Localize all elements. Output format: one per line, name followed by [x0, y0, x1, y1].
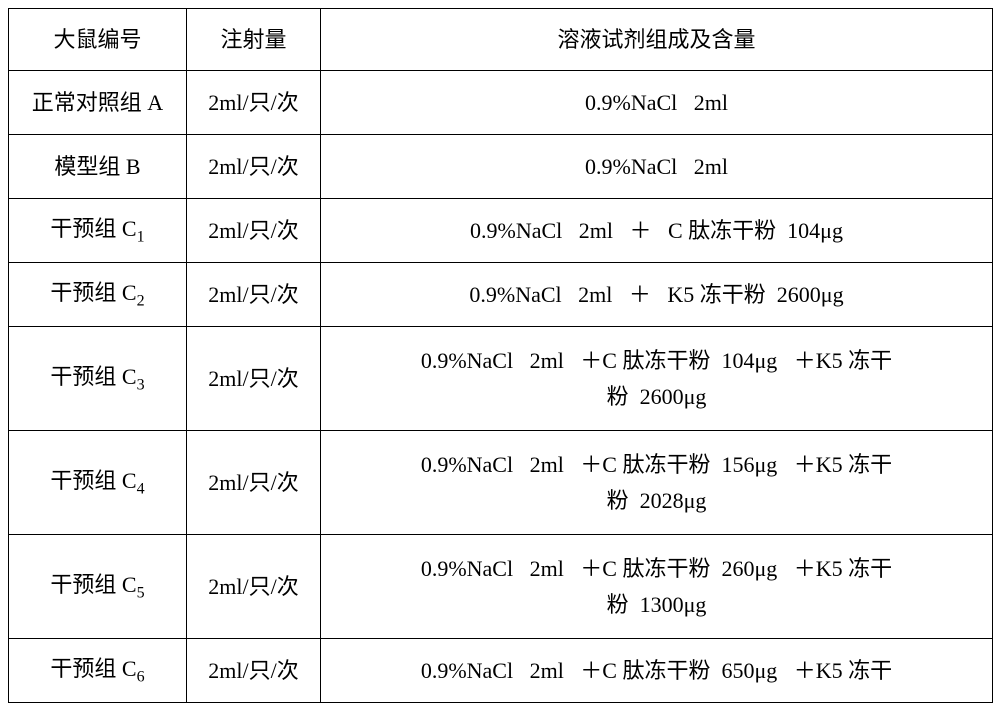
header-composition: 溶液试剂组成及含量 [321, 9, 993, 71]
table-row: 干预组 C1 2ml/只/次 0.9%NaCl 2ml ＋ C 肽冻干粉 104… [9, 199, 993, 263]
cell-rat-id: 模型组 B [9, 135, 187, 199]
cell-dose: 2ml/只/次 [187, 327, 321, 431]
table-row: 干预组 C6 2ml/只/次 0.9%NaCl 2ml ＋C 肽冻干粉 650μ… [9, 639, 993, 703]
cell-composition: 0.9%NaCl 2ml ＋ K5 冻干粉 2600μg [321, 263, 993, 327]
header-rat-id: 大鼠编号 [9, 9, 187, 71]
table-row: 模型组 B 2ml/只/次 0.9%NaCl 2ml [9, 135, 993, 199]
table-row: 干预组 C2 2ml/只/次 0.9%NaCl 2ml ＋ K5 冻干粉 260… [9, 263, 993, 327]
cell-dose: 2ml/只/次 [187, 71, 321, 135]
cell-dose: 2ml/只/次 [187, 199, 321, 263]
cell-composition: 0.9%NaCl 2ml ＋C 肽冻干粉 156μg ＋K5 冻干 粉 2028… [321, 431, 993, 535]
cell-composition: 0.9%NaCl 2ml ＋C 肽冻干粉 260μg ＋K5 冻干 粉 1300… [321, 535, 993, 639]
cell-rat-id: 干预组 C2 [9, 263, 187, 327]
cell-dose: 2ml/只/次 [187, 431, 321, 535]
cell-rat-id: 干预组 C1 [9, 199, 187, 263]
cell-rat-id: 干预组 C5 [9, 535, 187, 639]
cell-composition: 0.9%NaCl 2ml [321, 135, 993, 199]
cell-dose: 2ml/只/次 [187, 535, 321, 639]
table-row: 干预组 C3 2ml/只/次 0.9%NaCl 2ml ＋C 肽冻干粉 104μ… [9, 327, 993, 431]
cell-rat-id: 干预组 C3 [9, 327, 187, 431]
cell-dose: 2ml/只/次 [187, 263, 321, 327]
cell-rat-id: 干预组 C6 [9, 639, 187, 703]
table-header-row: 大鼠编号 注射量 溶液试剂组成及含量 [9, 9, 993, 71]
table-row: 干预组 C5 2ml/只/次 0.9%NaCl 2ml ＋C 肽冻干粉 260μ… [9, 535, 993, 639]
cell-composition: 0.9%NaCl 2ml ＋C 肽冻干粉 650μg ＋K5 冻干 [321, 639, 993, 703]
table-row: 干预组 C4 2ml/只/次 0.9%NaCl 2ml ＋C 肽冻干粉 156μ… [9, 431, 993, 535]
cell-composition: 0.9%NaCl 2ml [321, 71, 993, 135]
cell-rat-id: 正常对照组 A [9, 71, 187, 135]
cell-dose: 2ml/只/次 [187, 639, 321, 703]
cell-composition: 0.9%NaCl 2ml ＋C 肽冻干粉 104μg ＋K5 冻干 粉 2600… [321, 327, 993, 431]
experiment-table: 大鼠编号 注射量 溶液试剂组成及含量 正常对照组 A 2ml/只/次 0.9%N… [8, 8, 993, 703]
table-row: 正常对照组 A 2ml/只/次 0.9%NaCl 2ml [9, 71, 993, 135]
cell-dose: 2ml/只/次 [187, 135, 321, 199]
cell-composition: 0.9%NaCl 2ml ＋ C 肽冻干粉 104μg [321, 199, 993, 263]
cell-rat-id: 干预组 C4 [9, 431, 187, 535]
header-dose: 注射量 [187, 9, 321, 71]
